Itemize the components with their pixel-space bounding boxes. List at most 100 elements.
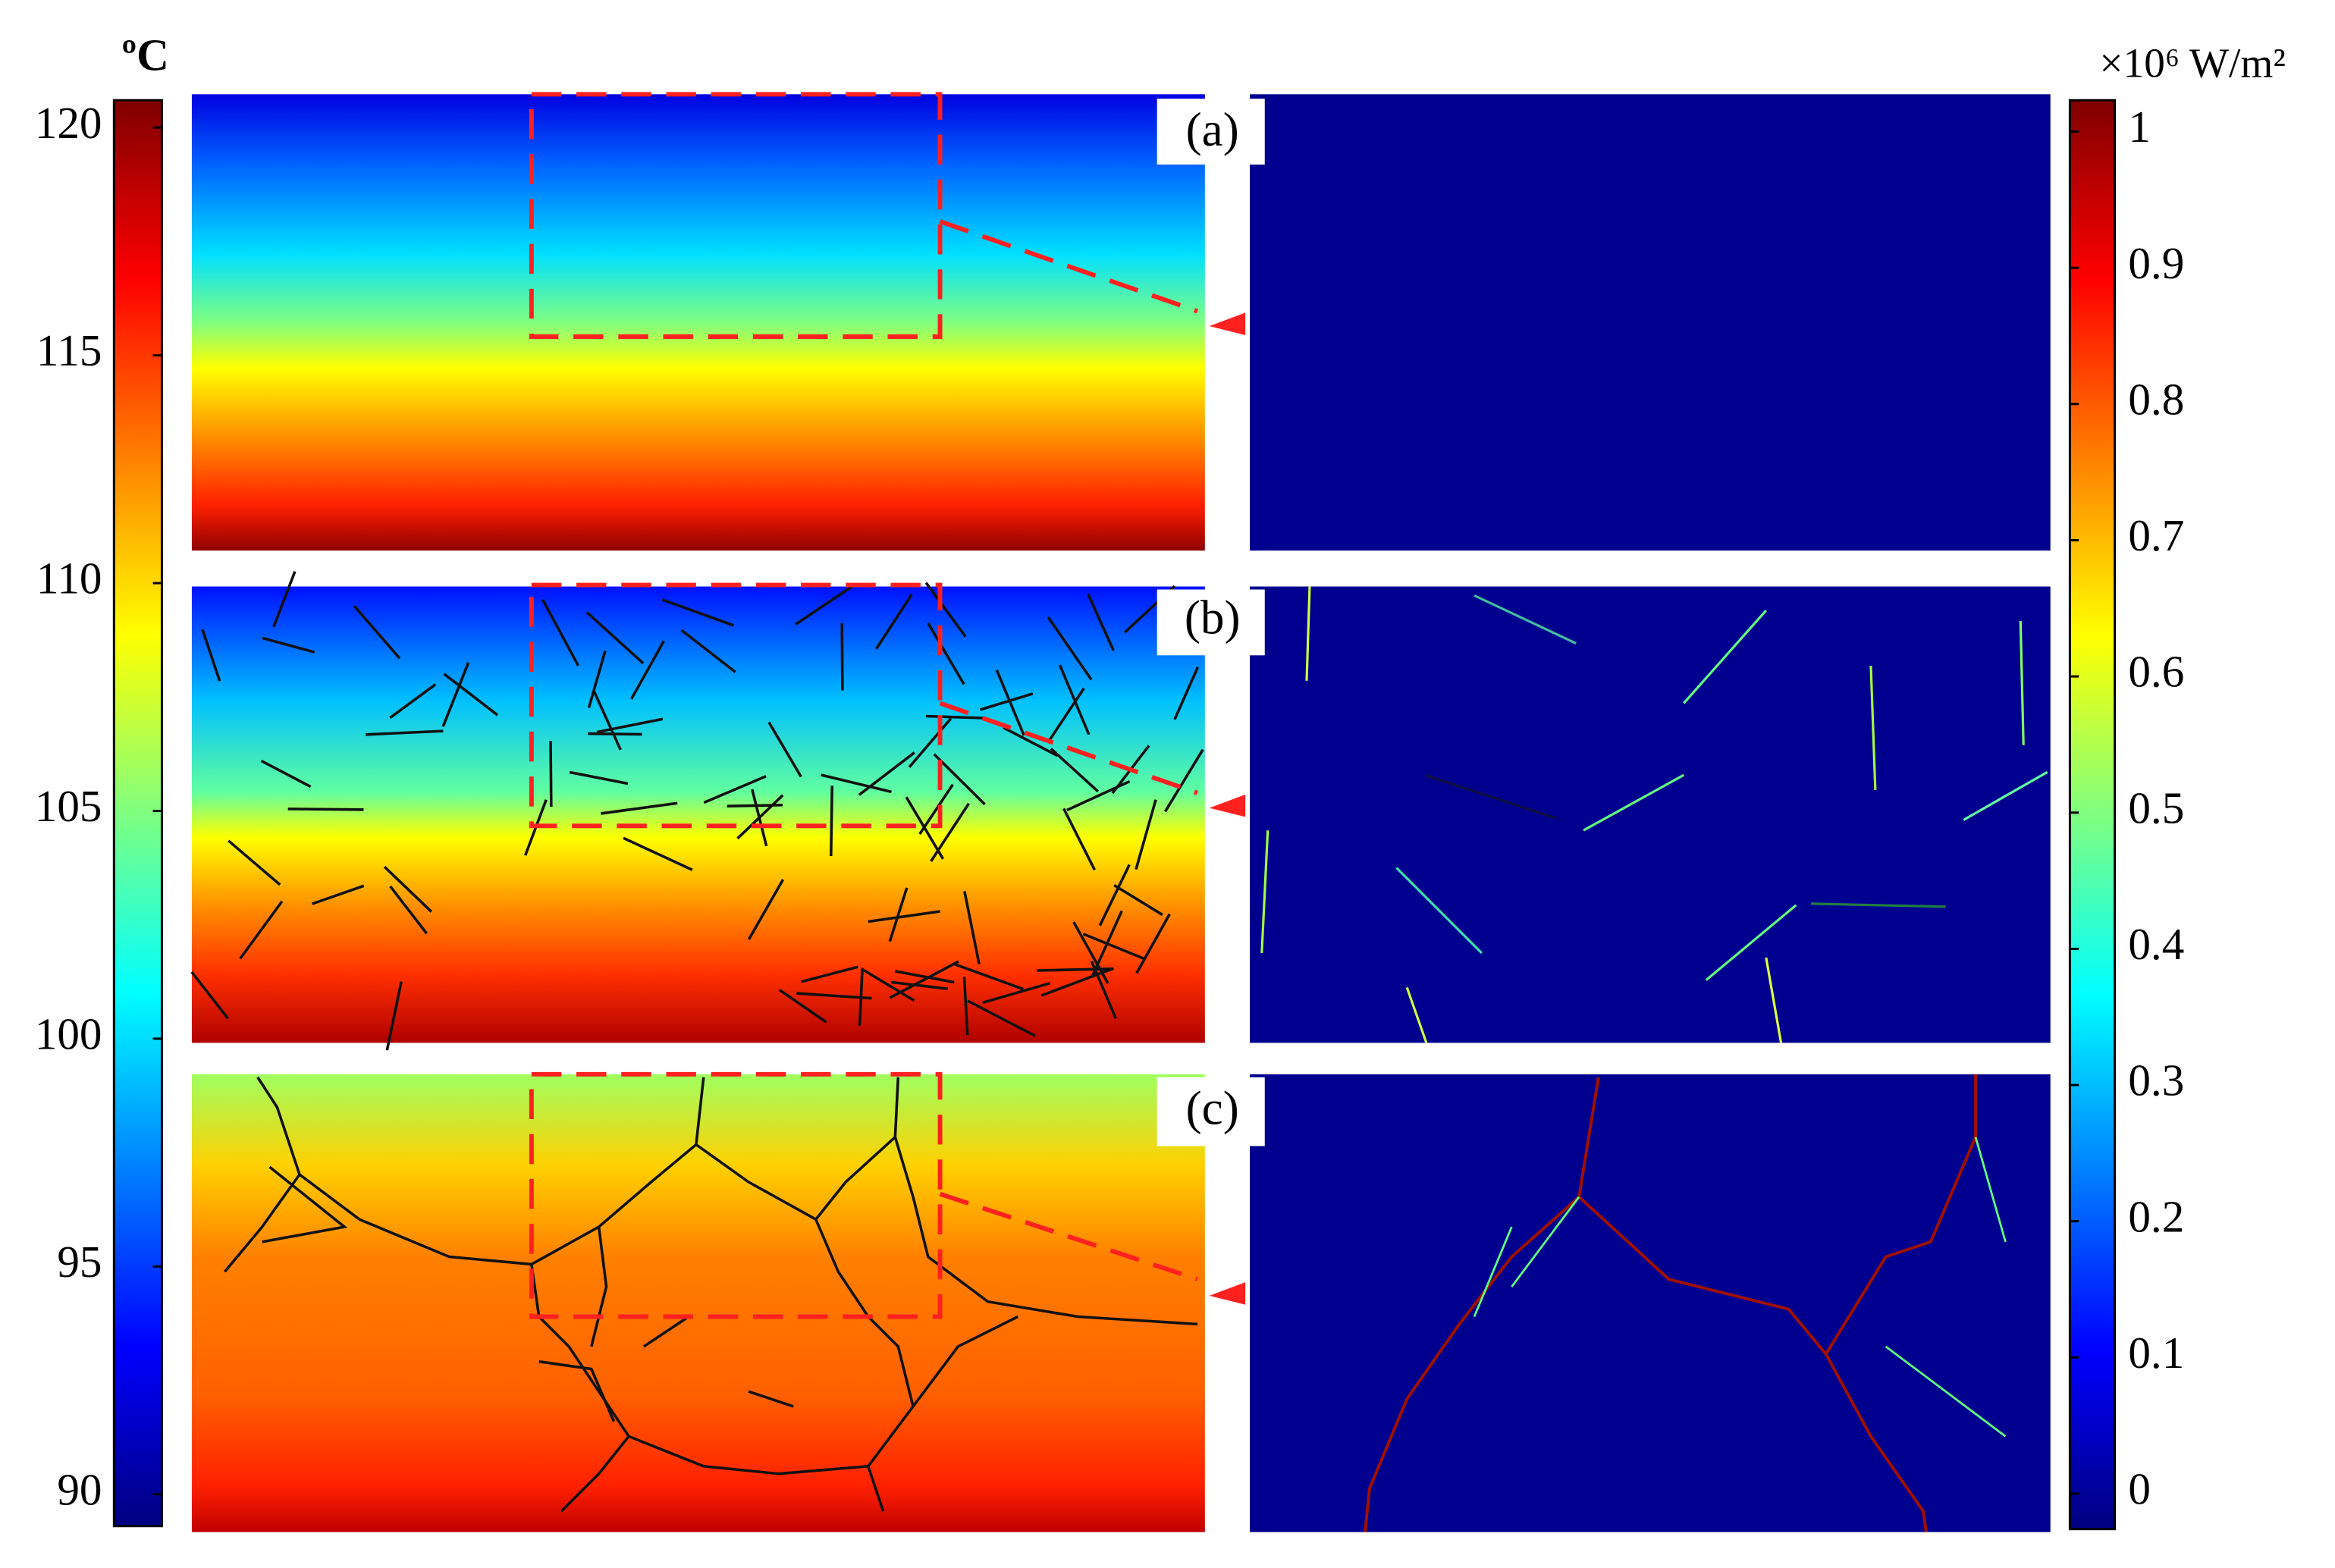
- fracture: [967, 999, 1036, 1037]
- fracture: [801, 965, 858, 983]
- fracture: [272, 571, 297, 628]
- fracture: [366, 729, 444, 736]
- fracture: [778, 988, 827, 1024]
- fracture: [918, 783, 954, 836]
- fracture: [868, 910, 940, 924]
- fracture: [840, 622, 844, 691]
- fracture: [190, 971, 229, 1020]
- flux-fractures-c: [1364, 1074, 1978, 1532]
- panel-label: (c): [1186, 1082, 1239, 1135]
- label-box: [1157, 1077, 1265, 1146]
- tick-label: 0.6: [2128, 647, 2184, 697]
- fracture: [829, 786, 833, 857]
- label-box: [1157, 99, 1265, 165]
- tick-label: 1: [2128, 102, 2151, 152]
- fracture: [995, 670, 1025, 736]
- fracture: [982, 981, 1051, 1005]
- tick-label: 0.9: [2128, 238, 2184, 288]
- fracture: [1047, 616, 1093, 681]
- flux-panel-a: [1250, 94, 2051, 551]
- fracture: [201, 629, 221, 682]
- fracture: [311, 884, 365, 905]
- fracture: [1113, 883, 1163, 917]
- fracture: [924, 582, 967, 638]
- flux-panel-c: [1250, 1074, 2051, 1532]
- fracture: [1135, 799, 1157, 870]
- fracture: [587, 650, 607, 709]
- fracture: [443, 673, 499, 717]
- fracture: [1173, 666, 1200, 720]
- fracture: [747, 879, 785, 940]
- flux-fractures-c-minor: [1473, 1137, 2007, 1438]
- fracture: [963, 891, 981, 964]
- fracture: [1050, 748, 1100, 793]
- fracture: [228, 839, 281, 886]
- tick-label: 115: [36, 325, 102, 375]
- temperature-colorbar: [112, 99, 163, 1528]
- tick-label: 110: [36, 554, 102, 604]
- tick-label: 0.7: [2128, 510, 2184, 560]
- fractures-c: [223, 1076, 1198, 1513]
- fracture: [703, 775, 767, 804]
- fracture: [795, 585, 853, 626]
- fracture: [821, 773, 892, 794]
- fracture: [1163, 748, 1204, 813]
- panel-label: (a): [1186, 103, 1239, 156]
- fracture: [1047, 687, 1085, 743]
- tick-label: 0.1: [2128, 1328, 2184, 1378]
- fracture: [1087, 593, 1115, 651]
- tick-label: 90: [57, 1464, 102, 1514]
- fracture: [383, 866, 433, 913]
- tick-label: 105: [35, 781, 102, 831]
- fracture: [541, 598, 580, 666]
- fracture: [930, 802, 970, 862]
- fracture: [1082, 933, 1145, 961]
- fracture: [385, 981, 403, 1051]
- fracture: [890, 980, 949, 990]
- fracture: [588, 732, 642, 736]
- temperature-panel-a: [191, 94, 1205, 551]
- tick-label: 120: [35, 98, 102, 148]
- fracture: [592, 691, 622, 751]
- heat-flux-unit: ×10⁶ W/m²: [2099, 39, 2286, 86]
- fracture: [601, 801, 678, 815]
- fracture: [389, 885, 428, 935]
- fracture: [925, 714, 986, 720]
- flux-panel-b: [1250, 586, 2051, 1043]
- fracture: [1135, 913, 1171, 974]
- fracture: [1072, 921, 1109, 984]
- fracture: [1003, 726, 1059, 757]
- fracture: [260, 759, 312, 789]
- fracture: [894, 970, 955, 984]
- tick-label: 95: [57, 1237, 102, 1287]
- fracture: [933, 753, 986, 806]
- zoom-arrows: [1209, 312, 1246, 1305]
- tick-label: 0.4: [2128, 919, 2184, 969]
- heat-flux-colorbar: [2068, 99, 2117, 1531]
- fracture: [661, 598, 735, 627]
- fracture: [1037, 967, 1114, 972]
- flux-fractures-b: [1260, 586, 2048, 1043]
- fracture: [736, 794, 784, 840]
- fracture: [262, 636, 315, 654]
- fracture: [596, 717, 664, 734]
- tick-label: 0: [2128, 1464, 2151, 1514]
- fractures-b: [190, 571, 1204, 1051]
- fracture: [623, 836, 693, 871]
- fracture: [680, 629, 736, 673]
- temperature-panel-c: [191, 1074, 1205, 1532]
- fracture: [874, 594, 913, 650]
- tick-label: 0.3: [2128, 1055, 2184, 1105]
- fracture: [927, 622, 965, 685]
- temperature-unit: ºC: [122, 30, 169, 80]
- panel-label: (b): [1185, 591, 1241, 644]
- fracture: [908, 717, 953, 768]
- fracture: [1040, 967, 1113, 997]
- fracture: [585, 611, 645, 665]
- fracture: [1058, 664, 1091, 735]
- fracture: [389, 683, 437, 720]
- fracture: [888, 887, 909, 942]
- fracture: [858, 751, 915, 796]
- zoom-indicators: [529, 92, 1198, 1319]
